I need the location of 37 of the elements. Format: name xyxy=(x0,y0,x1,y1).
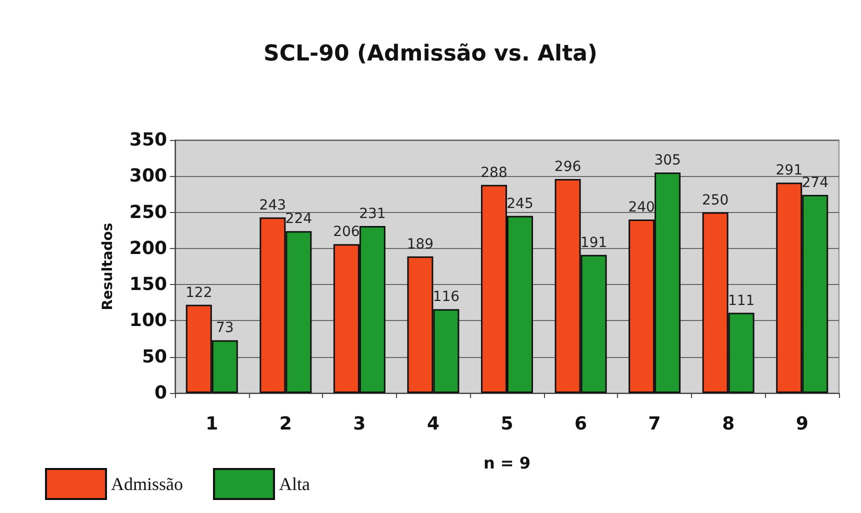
data-label: 116 xyxy=(432,289,460,306)
x-tick-label: 4 xyxy=(426,414,440,434)
y-tick-label: 300 xyxy=(129,166,167,187)
data-label: 122 xyxy=(186,284,212,301)
data-label: 305 xyxy=(654,152,681,169)
data-label: 206 xyxy=(333,224,360,240)
y-tick-label: 350 xyxy=(129,130,167,150)
data-label: 291 xyxy=(776,162,802,179)
legend-label: Alta xyxy=(279,474,310,494)
data-label: 240 xyxy=(628,200,655,216)
x-tick-label: 1 xyxy=(206,414,218,434)
data-label: 274 xyxy=(802,174,829,191)
x-tick-label: 6 xyxy=(574,414,588,434)
y-tick-label: 200 xyxy=(129,238,167,259)
data-label: 243 xyxy=(259,197,286,214)
legend-label: Admissão xyxy=(111,474,183,494)
data-label: 245 xyxy=(506,196,534,212)
y-tick-label: 50 xyxy=(142,346,167,368)
y-tick-label: 150 xyxy=(129,274,167,296)
x-tick-label: 3 xyxy=(353,414,366,434)
y-tick-label: 250 xyxy=(129,202,167,223)
y-tick-label: 100 xyxy=(129,310,167,332)
data-label: 191 xyxy=(580,234,608,251)
data-label: 296 xyxy=(554,159,582,176)
x-tick-label: 7 xyxy=(648,414,661,434)
data-label: 224 xyxy=(285,211,312,228)
x-tick-label: 8 xyxy=(722,414,735,434)
data-label: 73 xyxy=(216,320,234,336)
x-axis-title: n = 9 xyxy=(483,454,531,472)
chart-title: SCL-90 (Admissão vs. Alta) xyxy=(264,42,598,66)
x-tick-label: 2 xyxy=(279,414,292,434)
x-tick-label: 9 xyxy=(796,414,808,434)
data-label: 250 xyxy=(702,192,729,208)
data-label: 111 xyxy=(728,292,755,309)
y-tick-label: 0 xyxy=(154,382,167,404)
x-tick-label: 5 xyxy=(500,414,514,434)
y-axis-title: Resultados xyxy=(100,222,116,310)
